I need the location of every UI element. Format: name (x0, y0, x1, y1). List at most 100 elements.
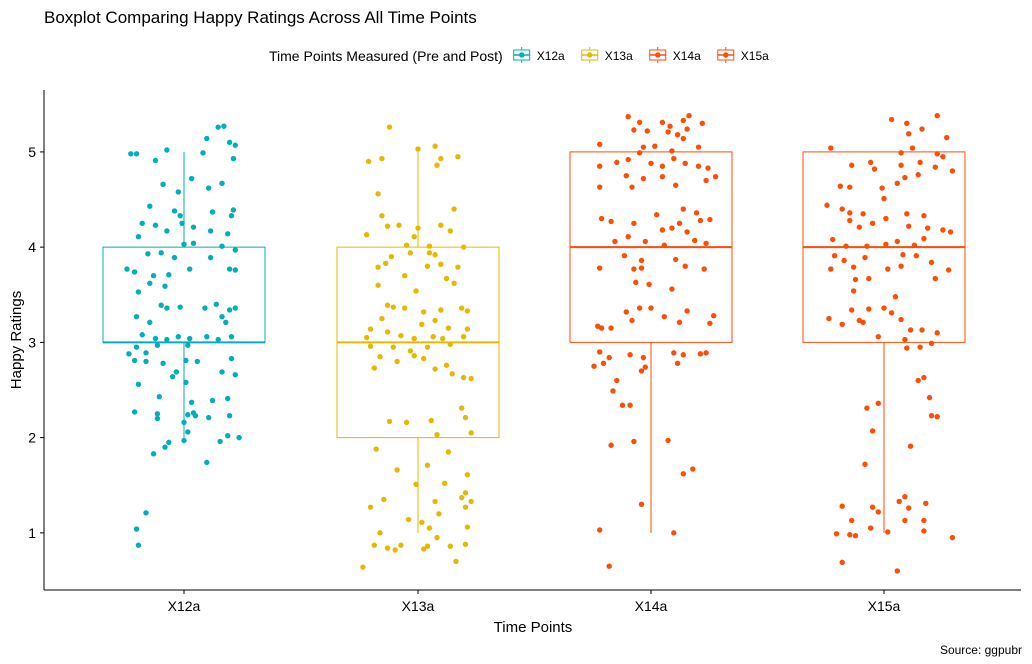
data-point (162, 283, 168, 289)
data-point (438, 222, 444, 228)
data-point (133, 313, 140, 320)
data-point (917, 344, 923, 350)
data-point (375, 264, 381, 270)
data-point (209, 397, 216, 404)
data-point (923, 500, 929, 507)
data-point (219, 369, 225, 375)
data-point (221, 123, 227, 129)
data-point (152, 157, 159, 164)
data-point (464, 308, 471, 314)
data-point (384, 545, 391, 551)
data-point (875, 333, 881, 340)
data-point (671, 350, 677, 356)
y-tick-label: 2 (28, 430, 36, 446)
data-point (879, 185, 885, 191)
data-point (434, 432, 440, 438)
y-tick-label: 5 (28, 144, 36, 160)
data-point (906, 505, 912, 511)
data-point (614, 159, 620, 166)
data-point (154, 411, 161, 417)
data-point (421, 309, 427, 315)
data-point (646, 281, 652, 287)
data-point (866, 275, 872, 282)
data-point (158, 302, 164, 308)
data-point (384, 329, 391, 335)
data-point (135, 542, 142, 548)
data-point (232, 305, 238, 311)
data-point (413, 481, 419, 487)
data-point (364, 232, 370, 238)
data-point (147, 280, 153, 287)
data-point (638, 368, 645, 374)
data-point (445, 325, 452, 331)
data-point (204, 135, 210, 142)
legend-key-point (655, 52, 661, 58)
data-point (459, 405, 465, 411)
legend-label: X12a (537, 49, 565, 63)
data-point (226, 307, 233, 313)
data-point (164, 228, 170, 234)
data-point (659, 163, 666, 169)
data-point (921, 517, 927, 524)
data-point (455, 264, 461, 270)
data-point (847, 184, 853, 190)
data-point (449, 371, 455, 377)
data-point (600, 360, 607, 367)
data-point (421, 546, 427, 552)
data-point (940, 227, 946, 233)
data-point (379, 213, 385, 219)
data-point (367, 326, 374, 332)
series-X12a (102, 123, 266, 548)
data-point (875, 509, 881, 515)
data-point (631, 266, 637, 272)
data-point (648, 305, 654, 311)
series-X15a (802, 113, 966, 574)
data-point (392, 547, 398, 553)
data-point (460, 244, 467, 250)
data-point (612, 238, 618, 245)
data-point (219, 180, 225, 187)
data-point (847, 532, 853, 538)
data-point (869, 428, 876, 434)
legend: Time Points Measured (Pre and Post) X12a… (269, 47, 769, 64)
y-tick-label: 4 (28, 239, 36, 255)
data-point (398, 333, 404, 339)
plot-area (102, 113, 966, 574)
data-point (839, 559, 845, 566)
data-point (712, 173, 719, 180)
data-point (866, 306, 872, 312)
data-point (462, 414, 469, 421)
data-point (232, 267, 238, 273)
data-point (226, 413, 233, 419)
chart-title: Boxplot Comparing Happy Ratings Across A… (44, 8, 477, 27)
data-point (881, 305, 887, 311)
data-point (652, 143, 658, 149)
data-point (396, 222, 402, 228)
data-point (703, 240, 709, 247)
data-point (451, 280, 457, 287)
data-point (659, 173, 666, 180)
data-point (707, 216, 713, 223)
data-point (459, 494, 465, 501)
data-point (676, 220, 683, 227)
data-point (135, 381, 142, 387)
data-point (833, 531, 840, 537)
data-point (606, 354, 612, 361)
data-point (659, 119, 666, 126)
data-point (175, 189, 181, 195)
data-point (919, 327, 925, 333)
data-point (684, 308, 690, 314)
data-point (390, 304, 396, 310)
data-point (383, 260, 389, 267)
data-point (424, 543, 431, 549)
data-point (432, 143, 438, 149)
data-point (669, 286, 675, 292)
data-point (928, 340, 935, 347)
data-point (407, 348, 414, 354)
data-point (909, 145, 916, 151)
data-point (217, 438, 223, 445)
data-point (164, 336, 170, 343)
data-point (386, 418, 393, 425)
data-point (888, 310, 895, 316)
